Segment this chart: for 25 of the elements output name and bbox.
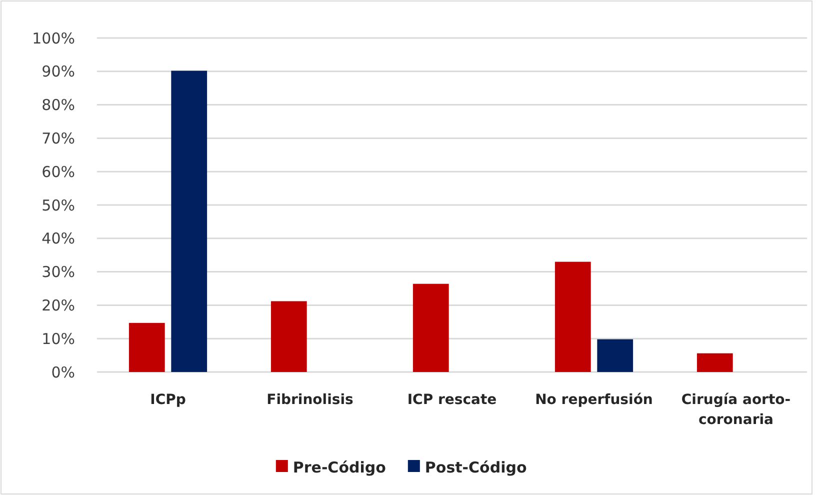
y-tick-label: 80% [42,96,75,114]
bar [270,301,307,372]
bar [128,322,165,372]
legend-label: Pre-Código [292,458,386,476]
bar [597,339,634,372]
x-tick-label: No reperfusión [535,392,653,408]
legend-label: Post-Código [424,458,527,476]
bar [412,284,449,372]
bar [554,262,591,372]
y-tick-label: 50% [42,196,75,214]
x-tick-label: Cirugía aorto-coronaria [681,392,791,428]
y-tick-label: 90% [42,62,75,81]
x-tick-label: Fibrinolisis [266,392,354,408]
y-tick-label: 10% [42,330,75,348]
x-tick-label: ICPp [150,392,186,408]
y-tick-label: 60% [42,162,75,181]
x-tick-label: ICP rescate [407,392,497,408]
y-tick-label: 20% [42,296,75,314]
bar [696,353,733,372]
y-tick-label: 40% [42,230,75,248]
y-tick-label: 100% [32,29,75,48]
y-tick-label: 70% [42,129,75,148]
y-tick-label: 0% [51,363,75,382]
y-tick-label: 30% [42,263,75,282]
bar [171,70,208,372]
